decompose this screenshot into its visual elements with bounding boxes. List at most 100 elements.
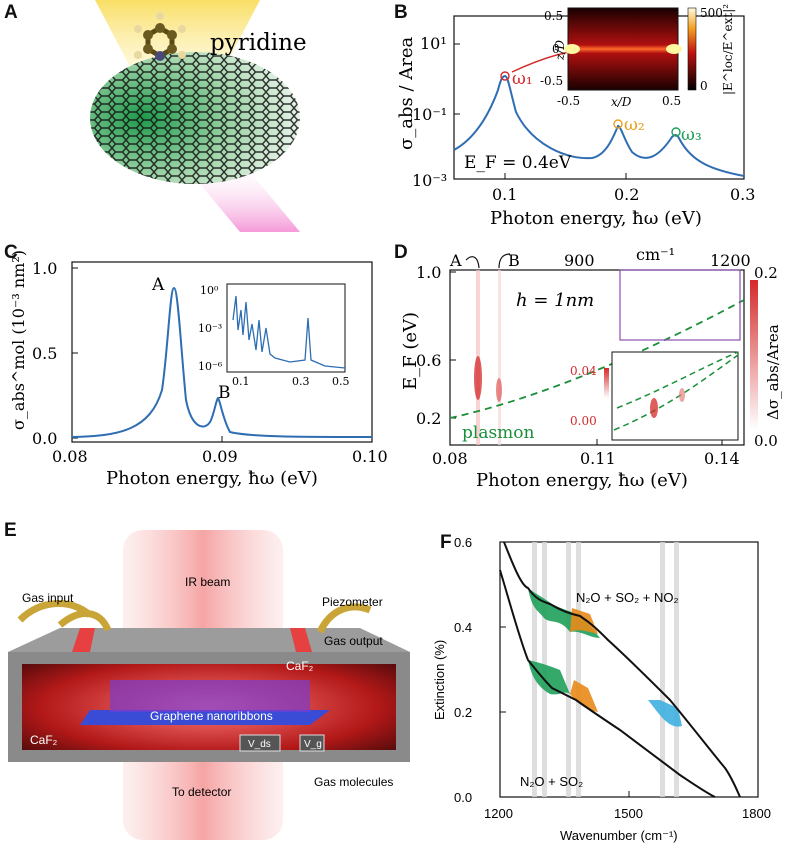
caf2-left-label: CaF₂ [30, 733, 58, 747]
fermi-energy-map-chart: 0.04 0.00 1.0 0.6 0.2 0.08 0.11 0.14 Pho… [400, 245, 782, 491]
inset-b-xtick-0: -0.5 [557, 94, 580, 108]
ylabel-c: σ_abs^mol (10⁻³ nm²) [9, 250, 28, 430]
cbar-d-max: 0.2 [754, 264, 778, 282]
cbar-b-label: |E^loc/E^ext|² [721, 4, 735, 95]
ytick-d-2: 0.2 [416, 409, 441, 428]
molecule-label: pyridine [210, 30, 307, 56]
log-spectrum-inset: 10⁰ 10⁻³ 10⁻⁶ 0.1 0.3 0.5 [198, 283, 350, 388]
ytick-f-2: 0.2 [454, 705, 472, 720]
ylabel-d: E_F (eV) [400, 312, 421, 390]
xtick-c-0: 0.08 [52, 447, 88, 466]
panel-e: E IR beam Gas inp [0, 520, 420, 850]
xlabel-b: Photon energy, ħω (eV) [490, 208, 702, 229]
ytick-c-1: 0.5 [32, 344, 57, 363]
ytick-f-3: 0.0 [454, 790, 472, 805]
panel-f: F 0.6 0.4 0.2 0.0 1200 1500 1800 Wavenum… [420, 520, 786, 850]
label-n2o-so2: N₂O + SO₂ [520, 774, 583, 789]
absorption-spectrum-chart: 10¹ 10⁻¹ 10⁻³ 0.1 0.2 0.3 Photon energy,… [396, 4, 755, 229]
panel-d: D 0.04 0.00 [392, 240, 786, 491]
omega3-marker [671, 127, 681, 137]
inset-b-ytick-0: 0.5 [544, 9, 563, 23]
peak-a-label: A [151, 275, 165, 295]
gas-sensor-schematic: IR beam Gas input Piezometer Gas output … [8, 530, 410, 840]
xlabel-f: Wavenumber (cm⁻¹) [560, 828, 678, 843]
panel-letter-b: B [394, 2, 408, 23]
vg-label: V_g [304, 739, 322, 750]
omega1-marker [500, 71, 510, 81]
panel-letter-c: C [4, 242, 18, 263]
inset-b-ytick-2: -0.5 [540, 74, 563, 88]
xlabel-d: Photon energy, ħω (eV) [476, 470, 688, 490]
cbar-b-min: 0 [700, 79, 708, 93]
top-tick-900: 900 [564, 251, 595, 270]
panel-letter-a: A [4, 2, 18, 23]
detector-label: To detector [172, 785, 231, 799]
peak-b-label: B [218, 383, 231, 403]
ytick-b-1: 10⁻¹ [412, 105, 447, 124]
ytick-c-0: 1.0 [32, 259, 57, 278]
curve-so2 [499, 569, 716, 798]
molecular-absorption-chart: 1.0 0.5 0.0 0.08 0.09 0.10 Photon energy… [9, 250, 388, 489]
molecular-spectrum-curve [71, 286, 373, 438]
label-n2o-so2-no2: N₂O + SO₂ + NO₂ [576, 590, 679, 605]
ytick-d-1: 0.6 [416, 351, 441, 370]
plasmon-dispersion-line [449, 299, 745, 419]
inset-d-tick-0: 0.04 [570, 364, 597, 378]
xtick-d-0: 0.08 [432, 449, 468, 468]
inset-b-ylabel: z/D [553, 40, 567, 61]
inset-c-ytick-0: 10⁰ [200, 284, 219, 297]
panel-a: A [0, 0, 390, 240]
piezometer-label: Piezometer [322, 595, 383, 609]
fermi-label: E_F = 0.4eV [464, 153, 572, 173]
zoom-inset: 0.04 0.00 [570, 351, 739, 441]
thickness-label: h = 1nm [516, 290, 594, 311]
xtick-d-1: 0.11 [580, 449, 616, 468]
vds-label: V_ds [248, 739, 271, 750]
extinction-spectrum-chart: 0.6 0.4 0.2 0.0 1200 1500 1800 Wavenumbe… [432, 535, 771, 843]
inset-c-ytick-1: 10⁻³ [198, 322, 222, 335]
cbar-b-max: 500 [700, 6, 723, 20]
ytick-b-0: 10¹ [420, 34, 447, 53]
inset-b-xlabel: x/D [611, 95, 632, 109]
inset-b-ytick-1: 0 [552, 42, 560, 56]
pyridine-molecule [134, 12, 186, 61]
inset-c-xtick-1: 0.3 [292, 375, 310, 388]
panel-c: C 1.0 0.5 0.0 0.08 0.09 0.10 Photon ener… [0, 240, 392, 490]
graphene-nanoribbons [80, 710, 330, 725]
graphene-illustration: pyridine [90, 0, 307, 232]
top-unit: cm⁻¹ [636, 245, 675, 264]
plasmon-label: plasmon [462, 423, 535, 443]
xtick-f-2: 1800 [742, 806, 771, 821]
nanoribbons-label: Graphene nanoribbons [150, 709, 273, 723]
ylabel-f: Extinction (%) [432, 640, 447, 720]
omega2-marker [613, 119, 623, 129]
ytick-d-0: 1.0 [416, 263, 441, 282]
colorbar-d [750, 280, 758, 430]
gas-input-label: Gas input [22, 591, 74, 605]
xtick-c-2: 0.10 [352, 447, 388, 466]
top-label-b: B [508, 251, 520, 270]
xtick-c-1: 0.09 [202, 447, 238, 466]
panel-letter-e: E [4, 520, 17, 541]
xtick-f-1: 1500 [614, 806, 643, 821]
panel-b: B 10¹ 10⁻¹ 10⁻³ 0.1 0.2 0.3 Photon energ… [392, 0, 786, 240]
ytick-f-0: 0.6 [454, 535, 472, 550]
ylabel-b: σ_abs / Area [396, 36, 417, 150]
inset-d-tick-1: 0.00 [570, 414, 597, 428]
xtick-f-0: 1200 [484, 806, 513, 821]
cbar-d-label: Δσ_abs/Area [764, 324, 782, 420]
ytick-f-1: 0.4 [454, 620, 472, 635]
curve-no2 [503, 541, 741, 798]
zoom-region [619, 269, 741, 341]
omega3-label: ω₃ [681, 125, 702, 145]
caf2-right-label: CaF₂ [286, 659, 314, 673]
top-tick-1200: 1200 [710, 251, 751, 270]
xtick-b-2: 0.3 [730, 185, 755, 204]
xlabel-c: Photon energy, ħω (eV) [106, 468, 318, 489]
ytick-b-2: 10⁻³ [412, 171, 447, 190]
ir-beam-label: IR beam [185, 575, 230, 589]
xtick-d-2: 0.14 [704, 449, 740, 468]
panel-letter-d: D [394, 242, 408, 263]
xtick-b-0: 0.1 [492, 185, 517, 204]
top-label-a: A [449, 251, 462, 270]
